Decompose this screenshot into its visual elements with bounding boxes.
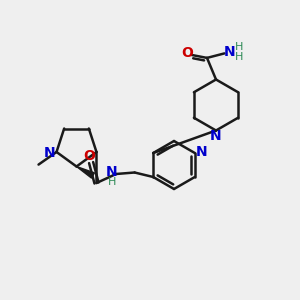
- Text: N: N: [224, 45, 236, 59]
- Text: N: N: [106, 166, 117, 179]
- Text: O: O: [181, 46, 193, 60]
- Polygon shape: [76, 167, 94, 178]
- Text: N: N: [196, 145, 207, 158]
- Text: N: N: [210, 130, 222, 143]
- Text: N: N: [44, 146, 56, 161]
- Text: O: O: [84, 149, 96, 163]
- Text: H: H: [235, 42, 243, 52]
- Text: H: H: [235, 52, 243, 62]
- Text: H: H: [108, 177, 117, 188]
